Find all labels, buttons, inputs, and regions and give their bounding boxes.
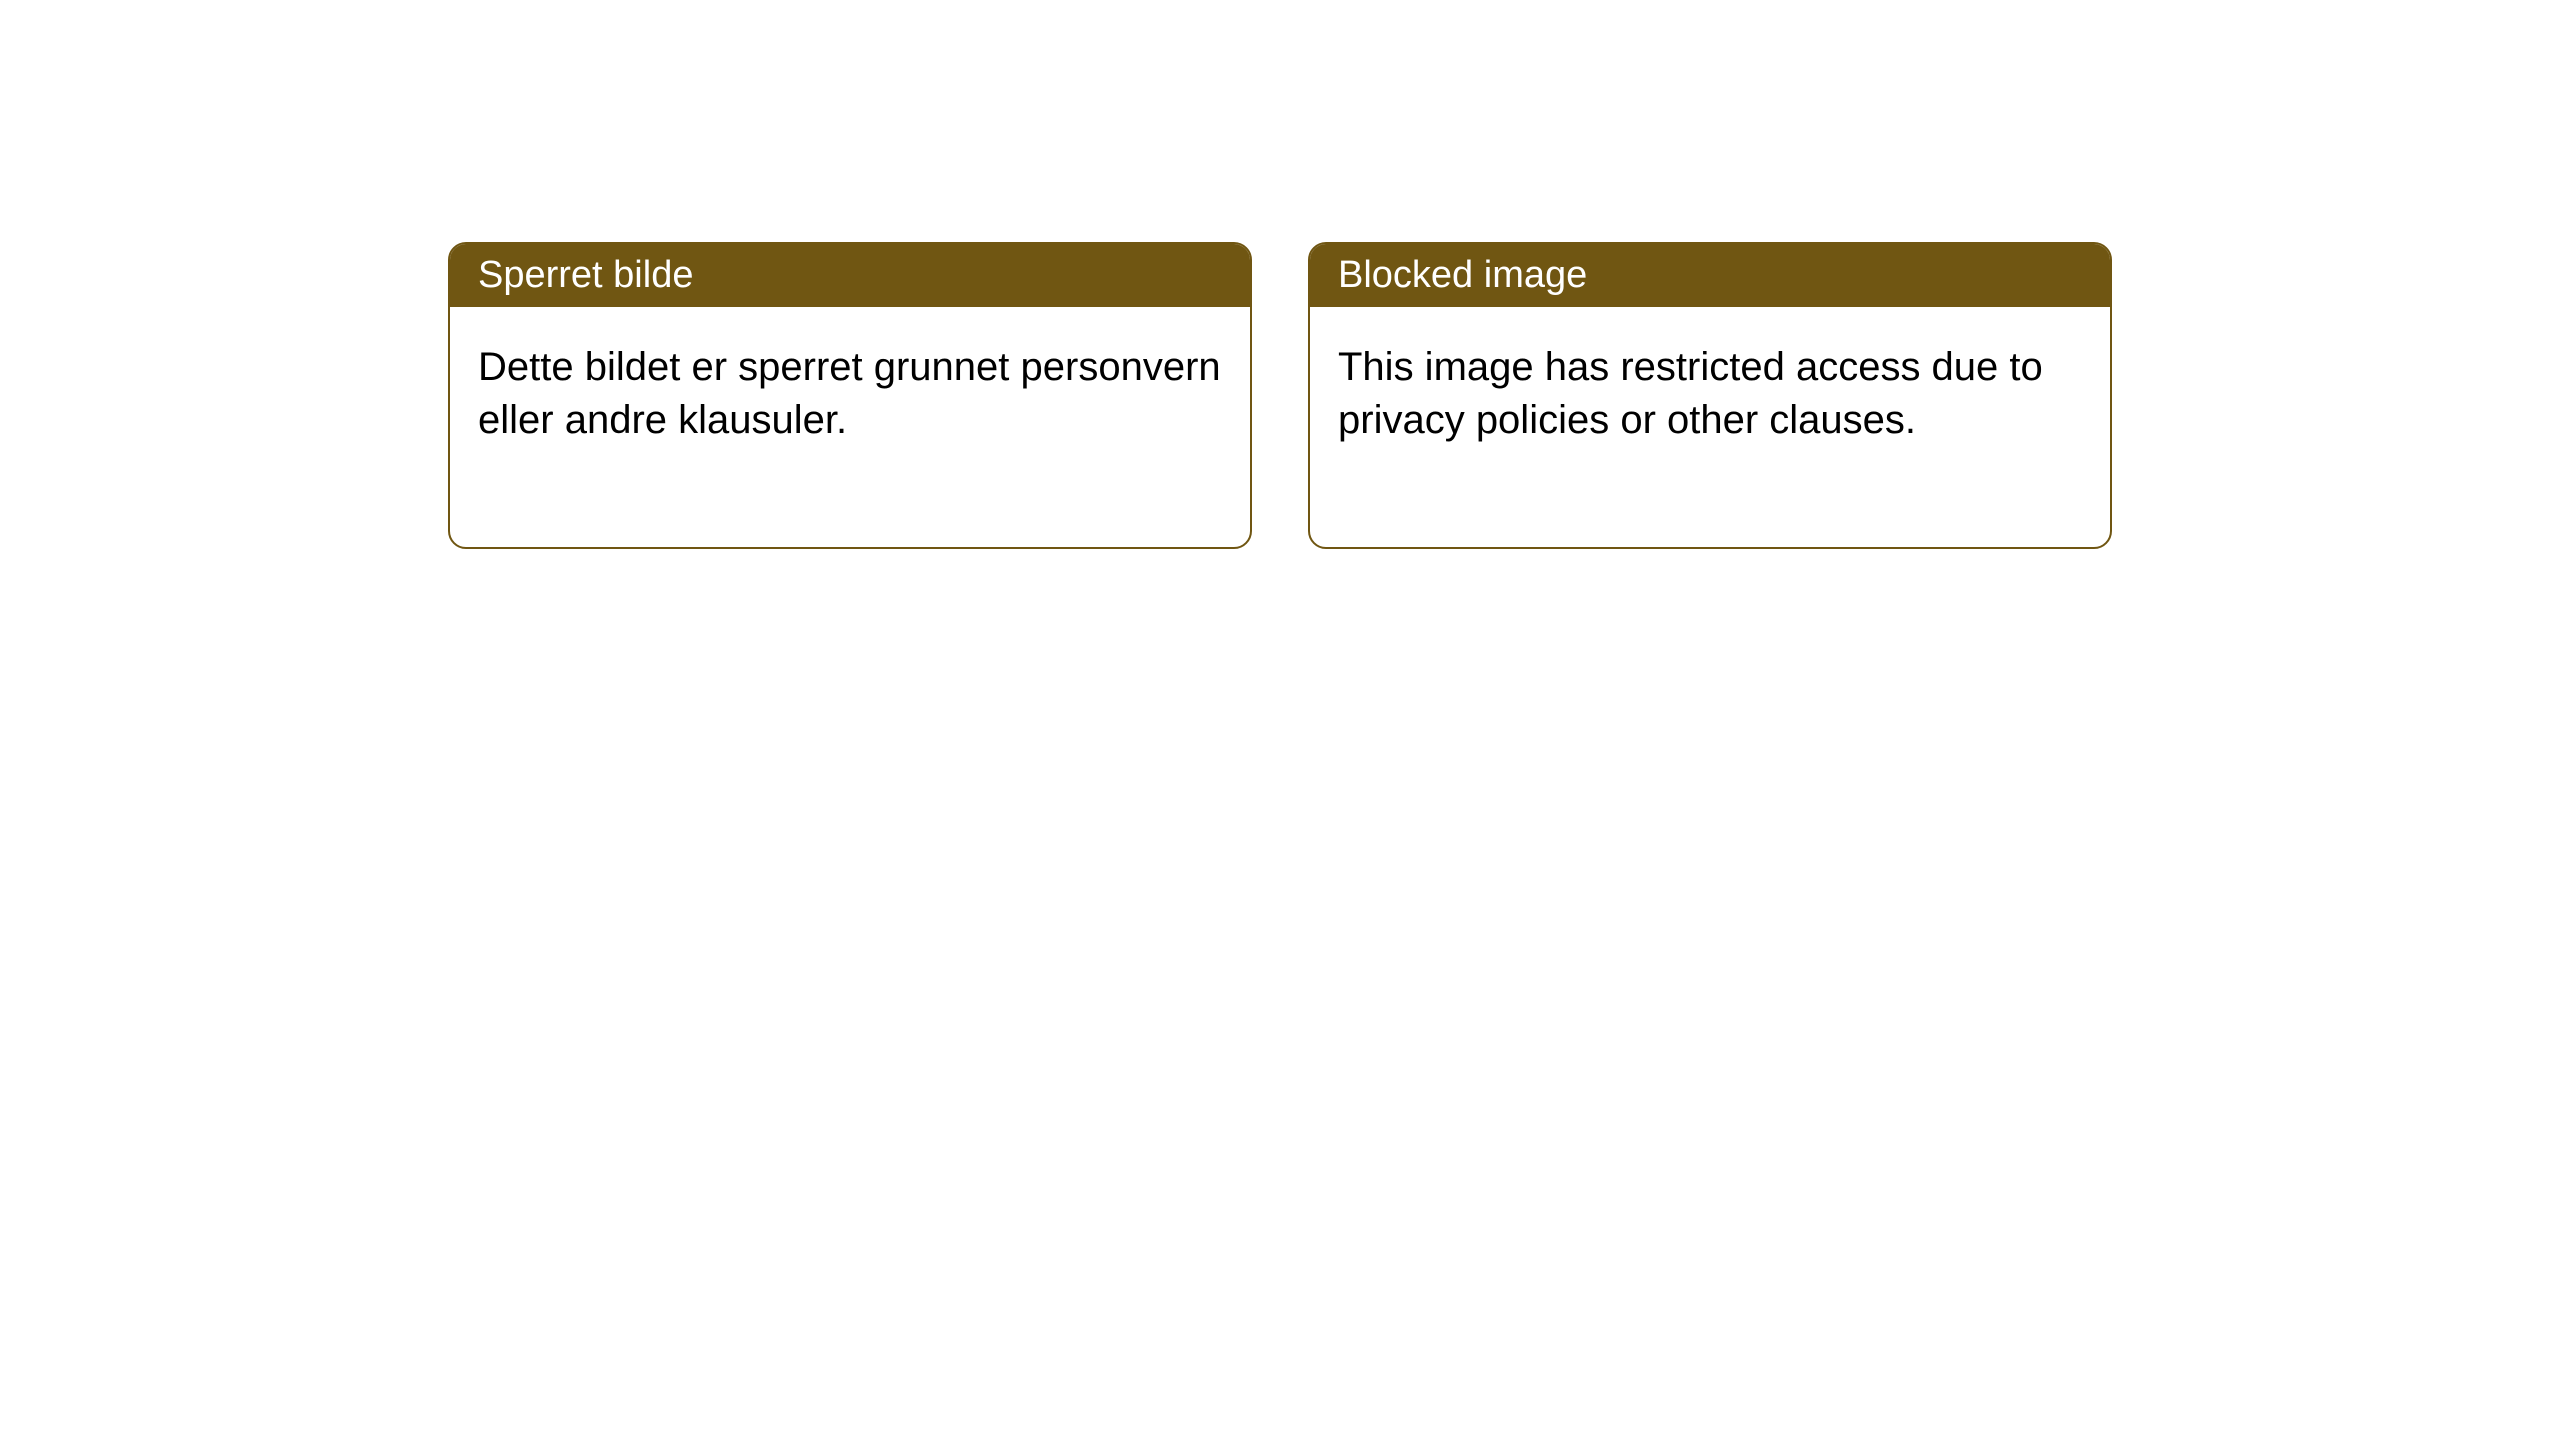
notice-title-norwegian: Sperret bilde: [450, 244, 1250, 307]
notice-title-english: Blocked image: [1310, 244, 2110, 307]
notice-body-english: This image has restricted access due to …: [1310, 307, 2110, 547]
notice-container: Sperret bilde Dette bildet er sperret gr…: [0, 0, 2560, 549]
notice-body-norwegian: Dette bildet er sperret grunnet personve…: [450, 307, 1250, 547]
notice-card-english: Blocked image This image has restricted …: [1308, 242, 2112, 549]
notice-card-norwegian: Sperret bilde Dette bildet er sperret gr…: [448, 242, 1252, 549]
